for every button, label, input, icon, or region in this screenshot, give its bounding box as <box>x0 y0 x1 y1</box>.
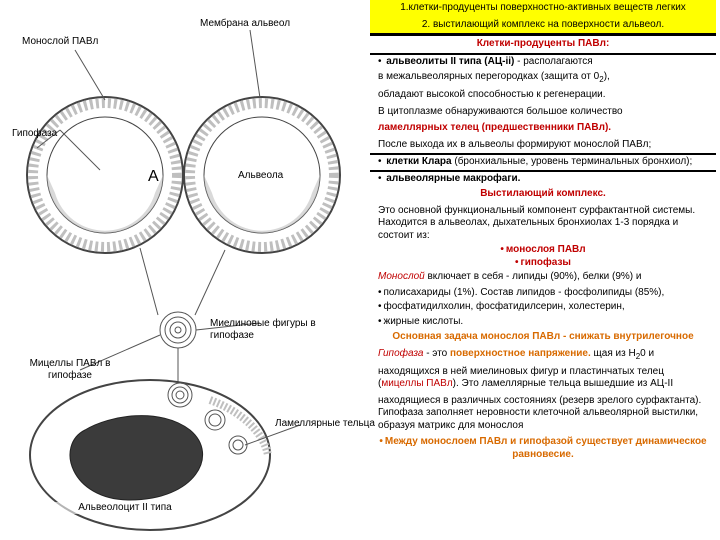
diagram-panel: Монослой ПАВл Мембрана альвеол Гипофаза … <box>0 0 370 540</box>
text-panel: 1.клетки-продуценты поверхностно-активны… <box>370 0 720 540</box>
yellow-bar-1: 1.клетки-продуценты поверхностно-активны… <box>370 0 716 17</box>
label-gipofaza: Гипофаза <box>12 128 57 140</box>
b1b: - располагаются <box>514 56 592 67</box>
gip7: находящиеся в различных состояниях (резе… <box>370 393 716 435</box>
mono5: жирные кислоты. <box>370 315 716 330</box>
yellow1-text: 1.клетки-продуценты поверхностно-активны… <box>400 2 686 13</box>
b1-line2: в межальвеолярных перегородках (защита о… <box>370 69 716 87</box>
equilibrium: Между монослоем ПАВл и гипофазой существ… <box>379 436 706 460</box>
gip4: находящихся в ней миелиновых фигур и пла… <box>370 364 716 393</box>
mono4: фосфатидилхолин, фосфатидилсерин, холест… <box>370 300 716 315</box>
mono-para: Монослой включает в себя - липиды (90%),… <box>370 269 716 286</box>
bred1: монослоя ПАВл <box>500 244 585 255</box>
b1-line3: обладают высокой способностью к регенера… <box>370 87 716 104</box>
overlap-text: поверхностное напряжение. <box>450 348 591 359</box>
bul-klara: клетки Клара (бронхиальные, уровень терм… <box>370 155 716 170</box>
diagram-svg <box>0 0 370 540</box>
vyst-para: Это основной функциональный компонент су… <box>370 203 716 245</box>
label-micelly: Мицеллы ПАВл в гипофазе <box>10 358 130 381</box>
label-lamell: Ламеллярные тельца <box>275 418 375 430</box>
label-mielinov: Миелиновые фигуры в гипофазе <box>210 318 360 341</box>
bul-macrophagi: альвеолярные макрофаги. <box>370 172 716 187</box>
hdr-vyst: Выстилающий комплекс. <box>370 186 716 203</box>
diagram-letter: А <box>148 168 159 186</box>
label-alveola: Альвеола <box>238 170 283 182</box>
yellow2-text: 2. выстилающий комплекс на поверхности а… <box>422 19 664 30</box>
label-membrana: Мембрана альвеол <box>200 18 290 30</box>
bul-alveolity: альвеолиты II типа (АЦ-ii) - располагают… <box>370 55 716 70</box>
mono3: полисахариды (1%). Состав липидов - фосф… <box>370 286 716 301</box>
zadacha: Основная задача монослоя ПАВл - снижать … <box>370 329 716 346</box>
b1-lamell: ламеллярных телец (предшественники ПАВл)… <box>370 120 716 137</box>
label-monosloy: Монослой ПАВл <box>22 36 98 48</box>
gip-para: Гипофаза - это поверхностное напряжение.… <box>370 346 716 364</box>
bred2: гипофазы <box>515 257 571 268</box>
b1a: альвеолиты II типа (АЦ-ii) <box>386 56 514 67</box>
b1-line4: В цитоплазме обнаруживаются большое коли… <box>370 104 716 121</box>
hdr-producers: Клетки-продуценты ПАВл: <box>370 36 716 53</box>
b1-line6: После выхода их в альвеолы формируют мон… <box>370 137 716 154</box>
label-alv2: Альвеолоцит II типа <box>55 502 195 514</box>
